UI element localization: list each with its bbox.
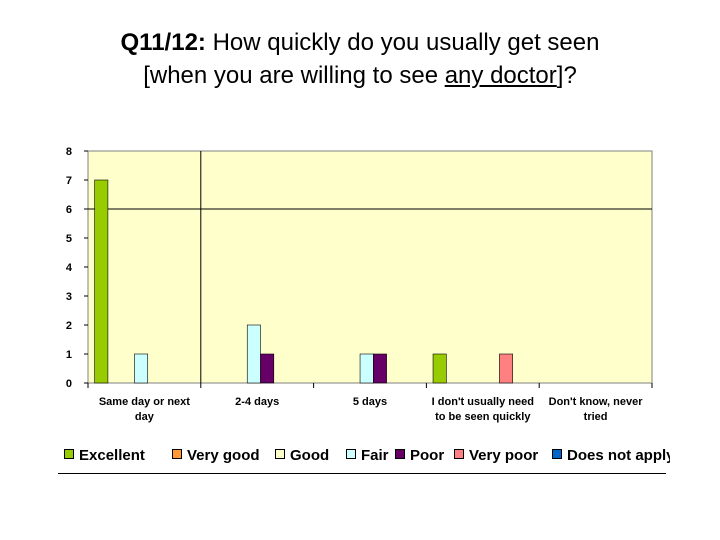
underlined-phrase: any doctor [444, 62, 557, 89]
legend-item: Does not apply [552, 447, 670, 464]
x-category-label: Same day or next [99, 396, 190, 408]
legend-label: Good [290, 447, 330, 464]
title-line-1: Q11/12: How quickly do you usually get s… [0, 26, 720, 59]
x-category-label: to be seen quickly [435, 411, 531, 423]
legend-item: Fair [346, 447, 389, 464]
legend-swatch [275, 449, 285, 459]
question-text-cont: [when you are willing to see [143, 62, 445, 89]
question-text: How quickly do you usually get seen [212, 29, 600, 56]
bar [432, 353, 447, 384]
legend-item: Very good [172, 447, 260, 464]
y-tick-label: 3 [66, 291, 72, 303]
legend-swatch [454, 449, 464, 459]
x-category-label: tried [584, 411, 608, 423]
legend-item: Very poor [454, 447, 538, 464]
legend-item: Excellent [64, 447, 145, 464]
title-line-2: [when you are willing to see any doctor]… [0, 59, 720, 92]
plot-area [87, 150, 653, 384]
bar [134, 353, 149, 384]
x-category-label: 2-4 days [235, 396, 279, 408]
x-category-label: day [135, 411, 155, 423]
legend-label: Excellent [79, 447, 145, 464]
bar [499, 353, 513, 384]
legend-label: Very poor [469, 447, 539, 464]
x-category-label: 5 days [353, 396, 387, 408]
legend-label: Fair [361, 447, 389, 464]
x-category-label: I don't usually need [432, 396, 534, 408]
legend-swatch [552, 449, 562, 459]
legend-label: Very good [187, 447, 260, 464]
y-tick-label: 6 [66, 204, 72, 216]
legend-item: Good [275, 447, 329, 464]
question-number: Q11/12: [120, 29, 206, 56]
x-category-label: Don't know, never [549, 396, 644, 408]
y-tick-label: 1 [66, 349, 72, 361]
bar [373, 353, 387, 384]
y-tick-label: 0 [66, 378, 72, 390]
y-tick-label: 2 [66, 320, 72, 332]
legend-swatch [64, 449, 74, 459]
legend-divider [58, 473, 666, 474]
bar-chart: 0 1 2 3 4 5 6 7 8 Same day or next day 2-4 days 5 da… [66, 146, 653, 423]
question-text-end: ]? [556, 62, 577, 89]
legend-swatch [172, 449, 182, 459]
bar [359, 353, 374, 384]
y-tick-label: 8 [66, 146, 72, 158]
bar [246, 324, 261, 384]
legend-item: Poor [395, 447, 444, 464]
bar [94, 179, 109, 384]
legend: Excellent Very good Good Fair Poor Very poor D… [60, 447, 670, 467]
legend-swatch [395, 449, 405, 459]
y-tick-label: 7 [66, 175, 72, 187]
legend-label: Poor [410, 447, 445, 464]
legend-swatch [346, 449, 356, 459]
y-tick-label: 4 [66, 262, 73, 274]
legend-label: Does not apply [567, 447, 670, 464]
bar [260, 353, 275, 384]
y-tick-label: 5 [66, 233, 72, 245]
chart-title: Q11/12: How quickly do you usually get s… [0, 26, 720, 92]
